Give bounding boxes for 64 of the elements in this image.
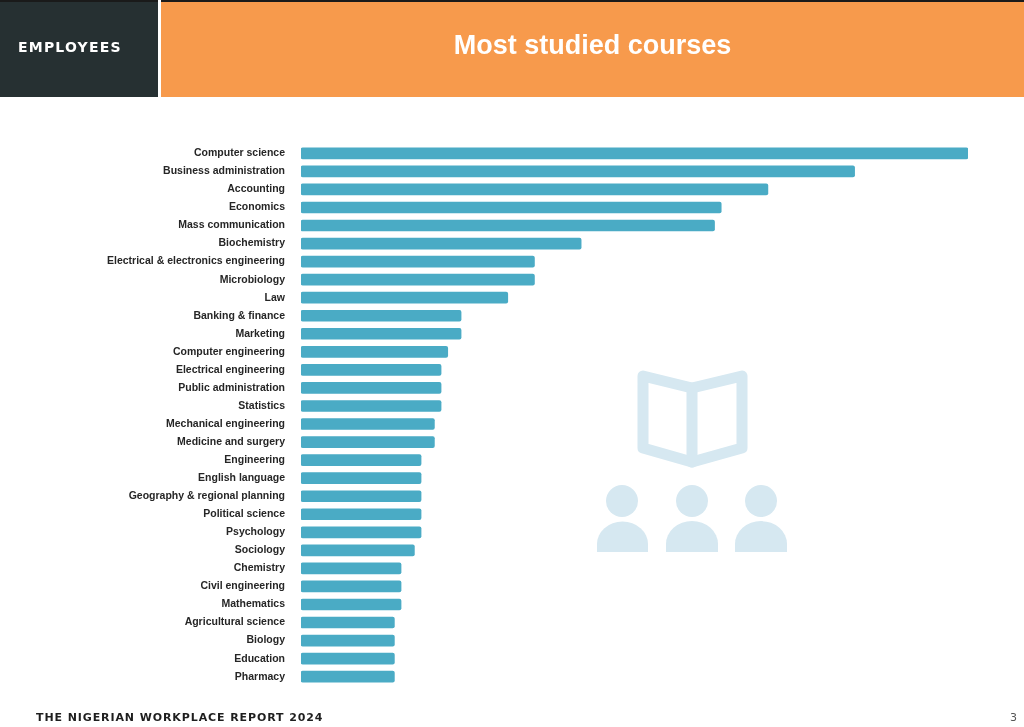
bar: [301, 219, 715, 232]
y-tick-label: Statistics: [238, 398, 286, 411]
y-tick-label: Electrical & electronics engineering: [107, 254, 285, 267]
y-tick-label: Chemistry: [233, 561, 286, 574]
bar: [301, 382, 442, 394]
y-tick-label: Law: [264, 290, 286, 303]
bar: [301, 544, 415, 557]
bar: [301, 454, 422, 466]
bar: [301, 346, 449, 358]
bar: [301, 526, 422, 539]
y-tick-label: Computer engineering: [172, 344, 285, 357]
bar: [301, 436, 435, 448]
y-tick-label: Biochemistry: [218, 236, 286, 249]
bar: [301, 273, 535, 286]
y-tick-label: Agricultural science: [184, 615, 286, 628]
chart-title: Most studied courses: [453, 30, 732, 60]
bar: [301, 201, 722, 214]
bar: [301, 364, 442, 376]
y-tick-label: Mathematics: [221, 597, 286, 610]
y-tick-label: Marketing: [235, 326, 285, 339]
bar: [301, 255, 535, 268]
bar: [301, 616, 395, 629]
y-tick-label: Electrical engineering: [175, 362, 285, 375]
y-tick-label: Business administration: [163, 164, 285, 177]
bar: [301, 418, 435, 430]
y-tick-label: Education: [234, 651, 285, 664]
bar: [301, 598, 402, 611]
bar: [301, 490, 422, 503]
bar: [301, 652, 395, 665]
y-tick-label: Geography & regional planning: [128, 489, 285, 502]
y-tick-label: Mechanical engineering: [165, 416, 285, 429]
y-tick-label: Computer science: [193, 146, 286, 159]
y-tick-label: Engineering: [224, 453, 285, 466]
y-tick-label: Public administration: [178, 380, 285, 393]
bar: [301, 580, 402, 593]
bar: [301, 327, 462, 340]
text: 3: [1010, 711, 1018, 725]
bar: [301, 147, 968, 160]
y-tick-label: Pharmacy: [234, 669, 286, 682]
bar: [301, 400, 442, 412]
y-tick-label: Microbiology: [219, 272, 286, 285]
bar: [301, 634, 395, 647]
bar: [301, 291, 509, 304]
bar: [301, 183, 769, 196]
bar: [301, 237, 582, 250]
y-tick-label: Political science: [203, 507, 286, 520]
y-tick-label: English language: [198, 471, 286, 484]
y-tick-label: Sociology: [234, 543, 286, 556]
y-tick-label: Civil engineering: [200, 579, 285, 592]
y-tick-label: Banking & finance: [193, 308, 286, 321]
y-tick-label: Biology: [246, 633, 286, 646]
y-tick-label: Medicine and surgery: [177, 434, 286, 447]
bar: [301, 508, 422, 521]
bar: [301, 472, 422, 484]
y-tick-label: Psychology: [226, 525, 286, 538]
y-tick-label: Accounting: [227, 182, 285, 195]
bar: [301, 165, 855, 178]
bar: [301, 309, 462, 322]
text: THE NIGERIAN WORKPLACE REPORT 2024: [36, 711, 324, 725]
y-tick-label: Mass communication: [178, 218, 285, 231]
y-tick-label: Economics: [228, 200, 286, 213]
bar: [301, 562, 402, 575]
bar: [301, 670, 395, 683]
text: EMPLOYEES: [18, 39, 122, 56]
